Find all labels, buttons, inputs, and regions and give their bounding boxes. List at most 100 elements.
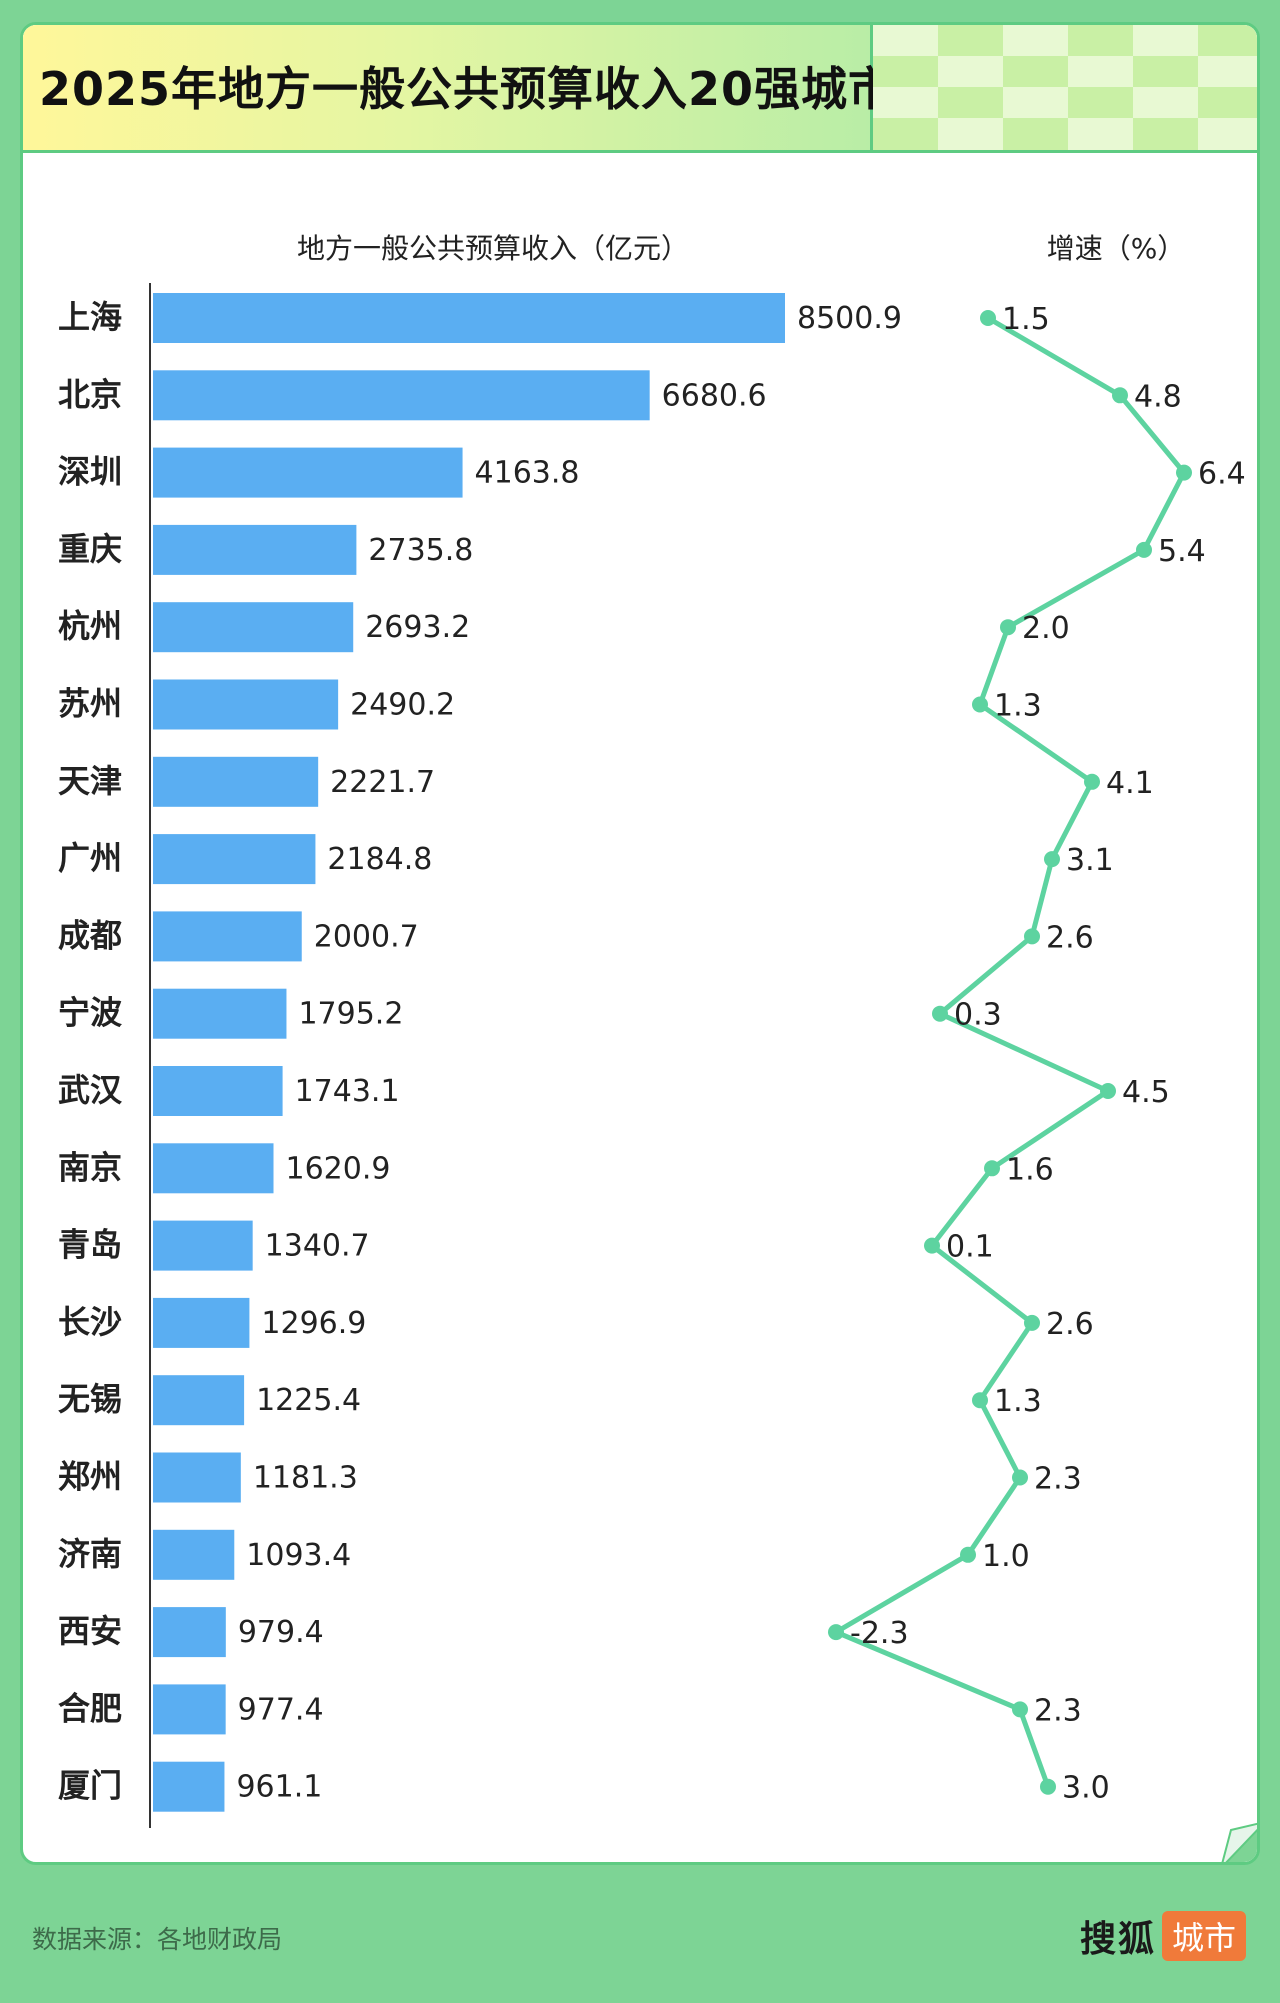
category-label: 天津 <box>58 762 122 800</box>
growth-value-label: 5.4 <box>1158 534 1206 569</box>
growth-value-label: 1.5 <box>1002 302 1050 337</box>
growth-value-label: 4.8 <box>1134 379 1182 414</box>
growth-value-label: 1.3 <box>994 1384 1042 1419</box>
growth-value-label: 2.6 <box>1046 920 1094 955</box>
category-label: 广州 <box>58 839 122 877</box>
growth-value-label: 4.1 <box>1106 766 1154 801</box>
revenue-value-label: 2735.8 <box>368 533 473 568</box>
revenue-bar <box>153 370 650 421</box>
growth-point <box>1100 1083 1116 1099</box>
category-label: 合肥 <box>58 1689 122 1727</box>
revenue-value-label: 1093.4 <box>246 1538 351 1573</box>
growth-point <box>1112 387 1128 404</box>
revenue-value-label: 1296.9 <box>261 1306 366 1341</box>
growth-value-label: 2.3 <box>1034 1693 1082 1728</box>
category-label: 成都 <box>58 916 122 954</box>
revenue-bar <box>153 911 302 962</box>
revenue-bar <box>153 293 785 343</box>
growth-point <box>1044 851 1060 868</box>
growth-point <box>1040 1778 1056 1795</box>
revenue-bar <box>153 602 354 653</box>
growth-value-label: -2.3 <box>850 1616 909 1651</box>
growth-point <box>1012 1701 1028 1718</box>
growth-value-label: 2.3 <box>1034 1462 1082 1497</box>
revenue-value-label: 979.4 <box>238 1615 324 1650</box>
chart-title: 2025年地方一般公共预算收入20强城市 <box>39 62 896 116</box>
category-label: 无锡 <box>58 1380 122 1418</box>
category-label: 郑州 <box>58 1458 122 1496</box>
revenue-value-label: 1620.9 <box>286 1151 391 1186</box>
revenue-bar <box>153 756 319 807</box>
data-source: 数据来源：各地财政局 <box>32 1925 283 1954</box>
page-fold-decoration <box>1221 1822 1257 1862</box>
line-chart-title: 增速（%） <box>1047 232 1186 265</box>
growth-point <box>1000 619 1016 636</box>
revenue-value-label: 2221.7 <box>330 765 435 800</box>
bar-series: 上海 8500.9 北京 6680.6 深圳 4163.8 重庆 2735.8 杭州 2693.2… <box>58 293 902 1812</box>
growth-point <box>980 310 996 326</box>
revenue-bar <box>153 1375 245 1426</box>
growth-point <box>1136 541 1152 558</box>
growth-point <box>1012 1469 1028 1486</box>
revenue-bar <box>153 1761 225 1812</box>
growth-value-label: 4.5 <box>1122 1075 1170 1110</box>
revenue-bar <box>153 1066 283 1116</box>
growth-value-label: 1.3 <box>994 689 1042 724</box>
category-label: 北京 <box>58 375 122 413</box>
growth-point <box>1024 928 1040 945</box>
growth-point <box>972 1392 988 1409</box>
revenue-bar <box>153 834 316 885</box>
revenue-value-label: 1743.1 <box>295 1074 400 1109</box>
category-label: 青岛 <box>58 1226 122 1264</box>
growth-point <box>984 1160 1000 1177</box>
sohu-logo: 搜狐 城市 <box>1080 1911 1247 1961</box>
category-label: 厦门 <box>58 1767 122 1805</box>
growth-value-label: 0.3 <box>954 998 1002 1033</box>
category-label: 武汉 <box>58 1071 123 1109</box>
growth-point <box>932 1005 948 1022</box>
revenue-value-label: 8500.9 <box>797 301 902 336</box>
logo-badge: 城市 <box>1162 1911 1247 1961</box>
revenue-value-label: 2693.2 <box>365 610 470 645</box>
growth-value-label: 1.6 <box>1006 1152 1054 1187</box>
growth-point <box>960 1546 976 1563</box>
revenue-value-label: 977.4 <box>238 1692 324 1727</box>
revenue-bar <box>153 1607 226 1658</box>
revenue-bar <box>153 679 339 730</box>
revenue-bar <box>153 447 463 498</box>
revenue-value-label: 2184.8 <box>327 842 432 877</box>
revenue-value-label: 4163.8 <box>475 456 580 491</box>
growth-value-label: 2.6 <box>1046 1307 1094 1342</box>
category-label: 宁波 <box>58 994 122 1032</box>
category-label: 上海 <box>58 298 122 336</box>
growth-point <box>1176 464 1192 481</box>
revenue-bar <box>153 988 287 1039</box>
category-label: 苏州 <box>58 685 122 723</box>
revenue-bar <box>153 1529 235 1580</box>
growth-point <box>1084 773 1100 790</box>
revenue-value-label: 1225.4 <box>256 1383 361 1418</box>
chart-area: 地方一般公共预算收入（亿元） 增速（%） 上海 8500.9 北京 6680.6 深圳 4… <box>58 232 1246 1828</box>
logo-text: 搜狐 <box>1080 1919 1157 1960</box>
category-label: 济南 <box>58 1535 122 1573</box>
growth-value-label: 3.0 <box>1062 1771 1110 1806</box>
growth-value-label: 2.0 <box>1022 611 1070 646</box>
revenue-value-label: 2490.2 <box>350 688 455 723</box>
growth-value-label: 6.4 <box>1198 457 1246 492</box>
growth-value-label: 1.0 <box>982 1539 1030 1574</box>
growth-point <box>1024 1314 1040 1331</box>
category-label: 西安 <box>58 1612 122 1650</box>
category-label: 南京 <box>58 1148 122 1186</box>
revenue-bar <box>153 524 357 575</box>
revenue-value-label: 1181.3 <box>253 1461 358 1496</box>
chart-card: 2025年地方一般公共预算收入20强城市 地方一般公共预算收入（亿元） 增速（%… <box>20 22 1260 1865</box>
chart-header: 2025年地方一般公共预算收入20强城市 <box>23 25 1257 153</box>
category-label: 长沙 <box>58 1303 122 1341</box>
revenue-bar <box>153 1684 226 1735</box>
growth-value-label: 0.1 <box>946 1230 994 1265</box>
title-block: 2025年地方一般公共预算收入20强城市 <box>23 25 894 150</box>
growth-value-label: 3.1 <box>1066 843 1114 878</box>
revenue-bar <box>153 1143 274 1194</box>
growth-point <box>828 1624 844 1641</box>
category-label: 深圳 <box>58 453 122 491</box>
